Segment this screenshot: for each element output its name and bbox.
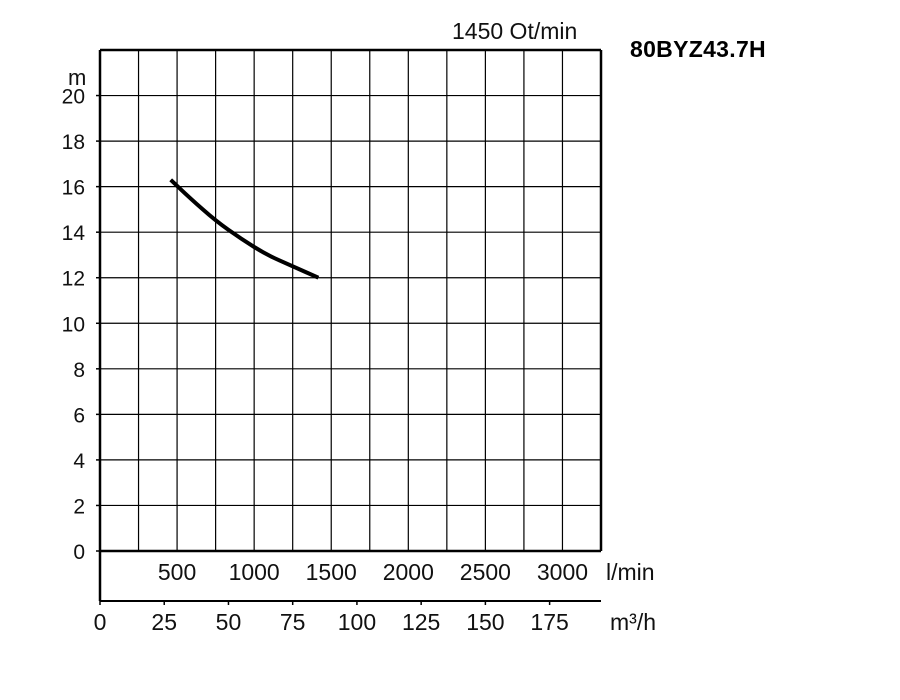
y-tick-label: 12 bbox=[62, 268, 85, 291]
x-lmin-tick-label: 3000 bbox=[537, 559, 588, 585]
x-axis-m3h-ticks: 0 25 50 75 100 125 150 175 bbox=[94, 601, 569, 635]
x-lmin-tick-label: 2500 bbox=[460, 559, 511, 585]
y-tick-label: 16 bbox=[62, 177, 85, 200]
y-tick-label: 4 bbox=[73, 450, 85, 473]
x-axis-m3h-unit: m³/h bbox=[610, 609, 656, 635]
y-tick-label: 20 bbox=[62, 86, 85, 109]
y-axis-unit: m bbox=[68, 65, 86, 90]
head-curve-line bbox=[169, 178, 320, 280]
model-label: 80BYZ43.7H bbox=[630, 36, 766, 62]
chart-frame bbox=[98, 48, 603, 602]
grid bbox=[100, 50, 601, 551]
y-tick-label: 14 bbox=[62, 222, 86, 245]
x-lmin-tick-label: 1500 bbox=[306, 559, 357, 585]
x-lmin-tick-label: 2000 bbox=[383, 559, 434, 585]
speed-label: 1450 Ot/min bbox=[452, 18, 577, 44]
y-tick-label: 8 bbox=[73, 359, 85, 382]
y-tick-label: 2 bbox=[73, 495, 85, 518]
x-m3h-tick-label: 75 bbox=[280, 609, 306, 635]
x-m3h-tick-label: 100 bbox=[338, 609, 376, 635]
x-m3h-tick-label: 25 bbox=[151, 609, 177, 635]
y-tick-label: 10 bbox=[62, 313, 85, 336]
x-axis-lmin-ticks: 500 1000 1500 2000 2500 3000 bbox=[158, 559, 588, 585]
y-tick-label: 6 bbox=[73, 404, 85, 427]
x-m3h-tick-label: 50 bbox=[216, 609, 242, 635]
x-lmin-tick-label: 1000 bbox=[229, 559, 280, 585]
x-axis-lmin-unit: l/min bbox=[606, 559, 655, 585]
y-axis-ticks: 0 2 4 6 8 10 12 14 16 18 20 bbox=[62, 86, 100, 564]
y-tick-label: 18 bbox=[62, 131, 85, 154]
y-tick-label: 0 bbox=[73, 541, 85, 564]
x-m3h-tick-label: 175 bbox=[530, 609, 568, 635]
x-lmin-tick-label: 500 bbox=[158, 559, 196, 585]
series bbox=[169, 178, 320, 280]
x-m3h-tick-label: 150 bbox=[466, 609, 504, 635]
x-m3h-tick-label: 125 bbox=[402, 609, 440, 635]
x-m3h-tick-label: 0 bbox=[94, 609, 107, 635]
